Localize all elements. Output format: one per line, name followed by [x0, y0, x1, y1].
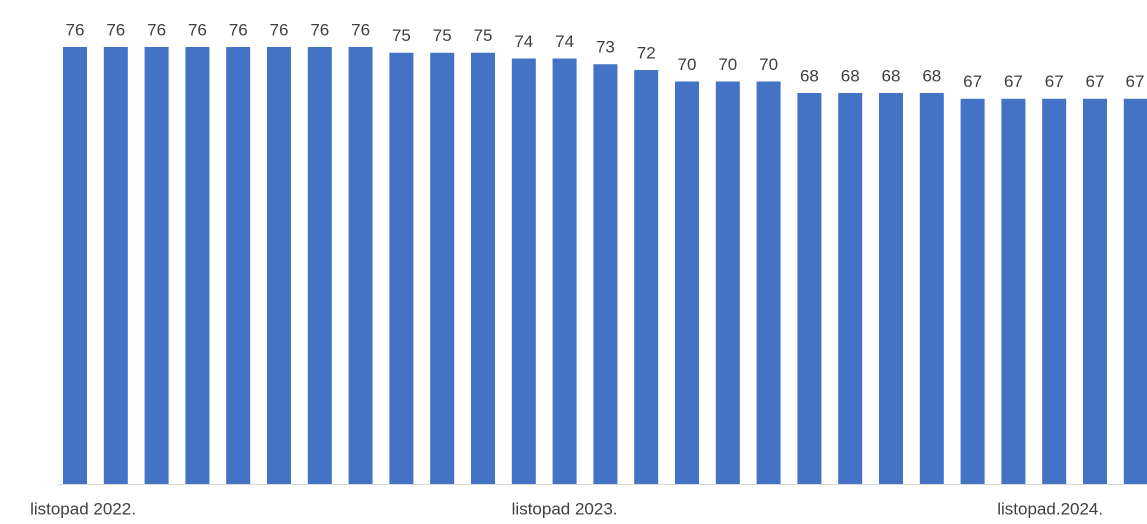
bar — [226, 47, 251, 484]
bar — [389, 52, 414, 484]
data-label: 76 — [147, 20, 166, 39]
bar — [715, 81, 740, 484]
data-label: 70 — [759, 55, 778, 74]
bar — [348, 47, 373, 484]
bar — [919, 93, 944, 484]
bar — [1042, 98, 1067, 484]
bar — [103, 47, 128, 484]
bar — [1123, 98, 1147, 484]
data-label: 76 — [270, 20, 289, 39]
data-label: 68 — [922, 66, 941, 85]
data-label: 76 — [310, 20, 329, 39]
data-label: 74 — [514, 32, 533, 51]
bar — [430, 52, 455, 484]
bar — [838, 93, 863, 484]
x-tick-label: listopad 2023. — [512, 499, 618, 518]
bar — [879, 93, 903, 484]
data-label: 75 — [392, 26, 411, 45]
bar — [1083, 98, 1107, 484]
data-label: 73 — [596, 38, 615, 57]
data-label: 70 — [678, 55, 697, 74]
x-tick-label: listopad.2024. — [997, 499, 1103, 518]
bar — [634, 70, 659, 484]
data-label: 76 — [66, 20, 85, 39]
data-label: 68 — [882, 66, 901, 85]
bar — [960, 98, 985, 484]
data-label: 74 — [555, 32, 574, 51]
data-label: 68 — [800, 66, 819, 85]
data-label: 67 — [1086, 72, 1105, 91]
bar — [675, 81, 699, 484]
bar — [307, 47, 332, 484]
bar — [185, 47, 210, 484]
bar — [144, 47, 169, 484]
data-label: 76 — [106, 20, 125, 39]
data-label: 68 — [841, 66, 860, 85]
bar — [797, 93, 822, 484]
bar — [1001, 98, 1026, 484]
data-label: 72 — [637, 43, 656, 62]
data-label: 67 — [1004, 72, 1023, 91]
bar — [593, 64, 618, 484]
x-tick-label: listopad 2022. — [30, 499, 136, 518]
data-label: 67 — [963, 72, 982, 91]
bar — [63, 47, 87, 484]
bar — [552, 58, 577, 484]
data-label: 67 — [1126, 72, 1145, 91]
bar — [267, 47, 291, 484]
data-label: 76 — [229, 20, 248, 39]
data-label: 67 — [1045, 72, 1064, 91]
data-label: 75 — [433, 26, 452, 45]
data-label: 75 — [474, 26, 493, 45]
data-label: 70 — [718, 55, 737, 74]
data-label: 76 — [351, 20, 370, 39]
bar — [471, 52, 495, 484]
bar — [511, 58, 536, 484]
data-label: 76 — [188, 20, 207, 39]
bar — [756, 81, 781, 484]
